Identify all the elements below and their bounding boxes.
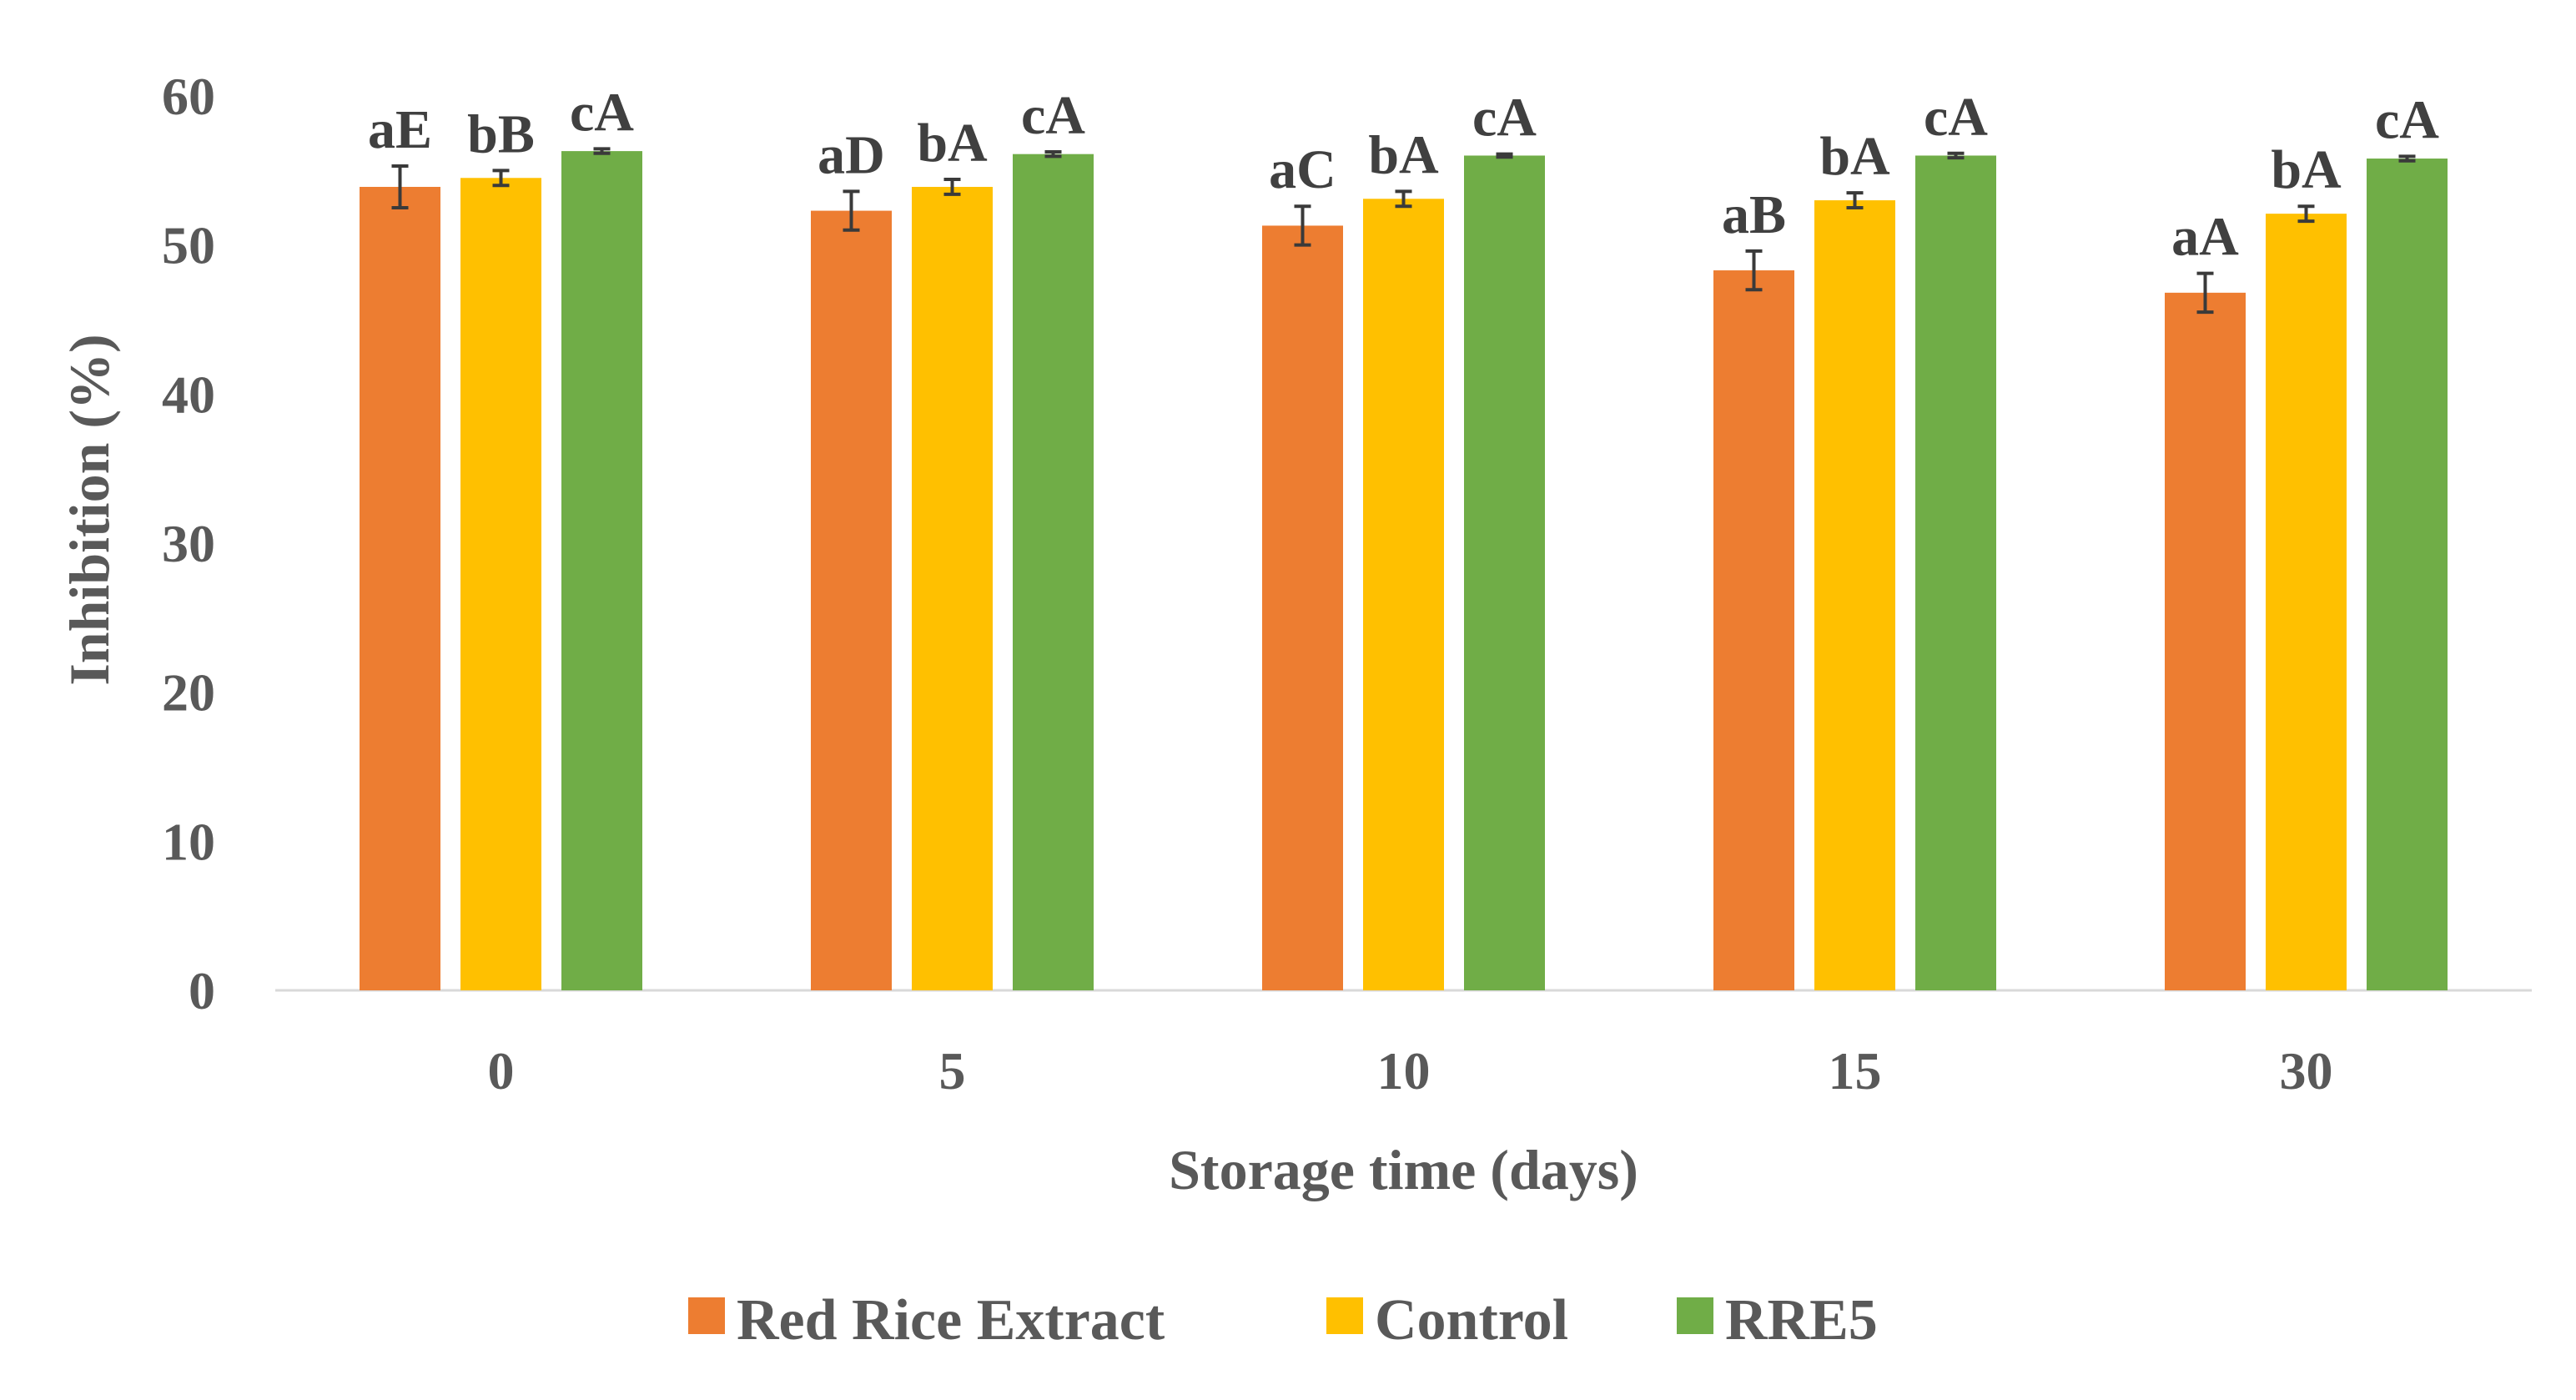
data-label: cA xyxy=(570,82,634,143)
legend-swatch xyxy=(1326,1297,1363,1334)
bar xyxy=(360,186,440,990)
y-tick-label: 50 xyxy=(162,216,215,275)
data-label: bB xyxy=(467,103,535,164)
data-label: aC xyxy=(1269,139,1336,200)
y-tick-label: 30 xyxy=(162,514,215,573)
error-bars-group xyxy=(391,147,2416,315)
legend-label: Red Rice Extract xyxy=(737,1288,1165,1352)
x-tick-label: 30 xyxy=(2280,1041,2333,1100)
legend: Red Rice Extract Control RRE5 xyxy=(688,1288,1878,1352)
data-label: aE xyxy=(368,99,432,160)
bar xyxy=(561,151,642,990)
bar xyxy=(1814,200,1895,991)
y-tick-label: 40 xyxy=(162,365,215,424)
bar xyxy=(1464,155,1545,990)
data-label: bA xyxy=(1368,124,1439,185)
data-label: bA xyxy=(917,113,988,174)
data-labels-group: aE bB cA aD bA cA aC bA cA aB bA cA aA bA cA xyxy=(368,82,2439,267)
data-label: cA xyxy=(1472,88,1537,149)
legend-swatch xyxy=(688,1297,725,1334)
legend-label: Control xyxy=(1375,1288,1568,1352)
bar xyxy=(1713,270,1794,990)
legend-label: RRE5 xyxy=(1725,1288,1878,1352)
y-axis-title: Inhibition (%) xyxy=(58,334,121,685)
x-axis-title: Storage time (days) xyxy=(1169,1138,1638,1201)
bars-group xyxy=(360,151,2448,991)
data-label: aD xyxy=(818,124,885,185)
bar xyxy=(912,186,993,990)
x-tick-label: 15 xyxy=(1829,1041,1882,1100)
x-axis-ticks: 0 5 10 15 30 xyxy=(488,1041,2333,1100)
bar xyxy=(1013,154,1094,990)
data-label: bA xyxy=(2271,139,2342,200)
bar xyxy=(1363,199,1444,990)
data-label: aA xyxy=(2171,207,2239,268)
data-label: cA xyxy=(1021,85,1085,146)
y-tick-label: 60 xyxy=(162,67,215,126)
y-tick-label: 10 xyxy=(162,812,215,871)
x-tick-label: 10 xyxy=(1377,1041,1431,1100)
bar xyxy=(2367,159,2448,991)
y-axis-ticks: 0 10 20 30 40 50 60 xyxy=(162,67,215,1020)
x-tick-label: 5 xyxy=(939,1041,966,1100)
data-label: aB xyxy=(1722,184,1786,245)
y-tick-label: 20 xyxy=(162,663,215,723)
data-label: cA xyxy=(1924,87,1988,148)
legend-swatch xyxy=(1677,1297,1713,1334)
y-tick-label: 0 xyxy=(189,961,215,1020)
data-label: cA xyxy=(2375,89,2439,150)
bar xyxy=(1262,225,1343,990)
bar xyxy=(460,178,541,990)
bar xyxy=(1915,155,1996,990)
x-tick-label: 0 xyxy=(488,1041,515,1100)
bar xyxy=(811,210,892,990)
bar xyxy=(2165,292,2246,991)
data-label: bA xyxy=(1819,126,1890,187)
bar xyxy=(2266,214,2347,990)
